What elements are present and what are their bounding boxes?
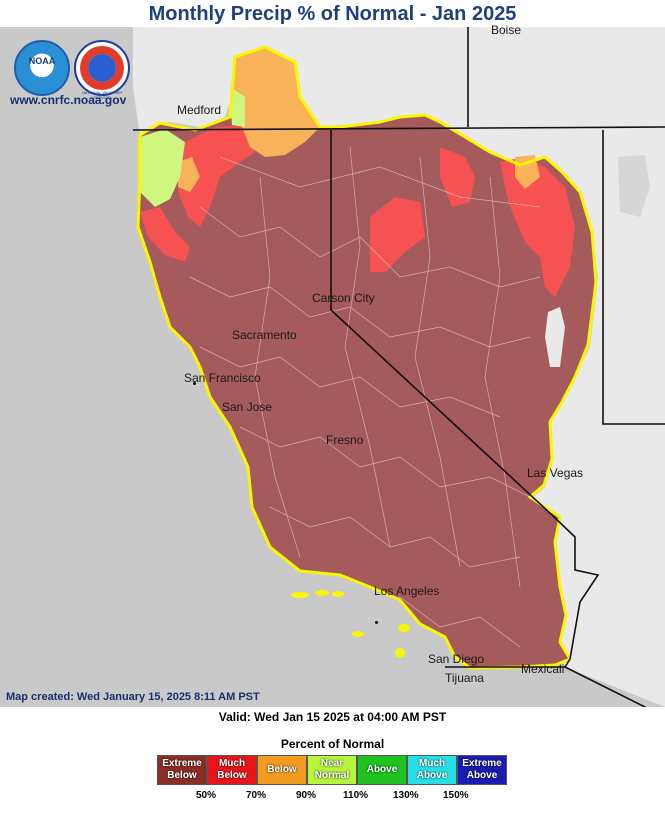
- valid-time: Valid: Wed Jan 15 2025 at 04:00 AM PST: [218, 710, 447, 724]
- map-canvas: [0, 27, 665, 707]
- watershed-lines: [189, 146, 541, 648]
- land-outside: [133, 27, 665, 707]
- city-medford: Medford: [177, 103, 222, 117]
- city-boise: Boise: [491, 23, 522, 37]
- region-much-below-north-coast: [178, 125, 255, 227]
- city-tijuana: Tijuana: [445, 671, 484, 685]
- legend-tick-90: 90%: [296, 790, 317, 801]
- website-url[interactable]: www.cnrfc.noaa.gov: [10, 93, 127, 107]
- nws-logo: NATIONAL WEATHER SERVICE: [74, 40, 130, 100]
- channel-islands: [291, 590, 410, 658]
- legend: Extreme Below Much Below Below Near Normal …: [157, 755, 507, 785]
- region-much-below-nevada: [370, 197, 425, 272]
- city-san-francisco: San Francisco: [184, 371, 261, 385]
- region-near-normal-oregon: [230, 87, 245, 127]
- legend-extreme-below: Extreme Below: [157, 755, 207, 785]
- city-dot-san-francisco: [193, 382, 196, 385]
- legend-tick-150: 150%: [443, 790, 469, 801]
- precip-map: [0, 27, 665, 707]
- nws-logo-center-icon: [88, 54, 116, 82]
- city-las-vegas: Las Vegas: [527, 466, 584, 480]
- city-dot-island: [375, 621, 378, 624]
- legend-tick-70: 70%: [246, 790, 267, 801]
- region-extreme-below: [138, 115, 596, 668]
- region-much-below-east: [500, 157, 575, 297]
- legend-extreme-above: Extreme Above: [457, 755, 507, 785]
- noaa-logo: NOAA: [14, 40, 70, 96]
- region-much-below-ne: [440, 147, 475, 207]
- legend-title: Percent of Normal: [280, 737, 385, 751]
- city-san-jose: San Jose: [222, 400, 273, 414]
- map-created-text: Map created: Wed January 15, 2025 8:11 A…: [6, 691, 260, 703]
- legend-tick-130: 130%: [393, 790, 419, 801]
- legend-much-above: Much Above: [407, 755, 457, 785]
- legend-much-below: Much Below: [207, 755, 257, 785]
- map-title: Monthly Precip % of Normal - Jan 2025: [148, 3, 517, 25]
- region-outline: [136, 45, 598, 670]
- legend-above: Above: [357, 755, 407, 785]
- city-fresno: Fresno: [326, 433, 364, 447]
- noaa-logo-text: NOAA: [28, 56, 56, 66]
- region-near-normal: [140, 129, 185, 207]
- utah-shading: [618, 155, 650, 217]
- city-mexicali: Mexicali: [521, 662, 565, 676]
- city-san-diego: San Diego: [428, 652, 485, 666]
- city-sacramento: Sacramento: [232, 328, 297, 342]
- region-much-below-coast: [140, 207, 190, 262]
- state-boundaries: [132, 27, 665, 707]
- city-carson-city: Carson City: [312, 291, 375, 305]
- region-below-coast: [178, 157, 200, 192]
- nevada-gap: [545, 307, 565, 367]
- nws-logo-text: NATIONAL WEATHER SERVICE: [81, 90, 123, 100]
- city-los-angeles: Los Angeles: [374, 584, 440, 598]
- legend-tick-50: 50%: [196, 790, 217, 801]
- legend-tick-110: 110%: [343, 790, 369, 801]
- legend-below: Below: [257, 755, 307, 785]
- legend-near-normal: Near Normal: [307, 755, 357, 785]
